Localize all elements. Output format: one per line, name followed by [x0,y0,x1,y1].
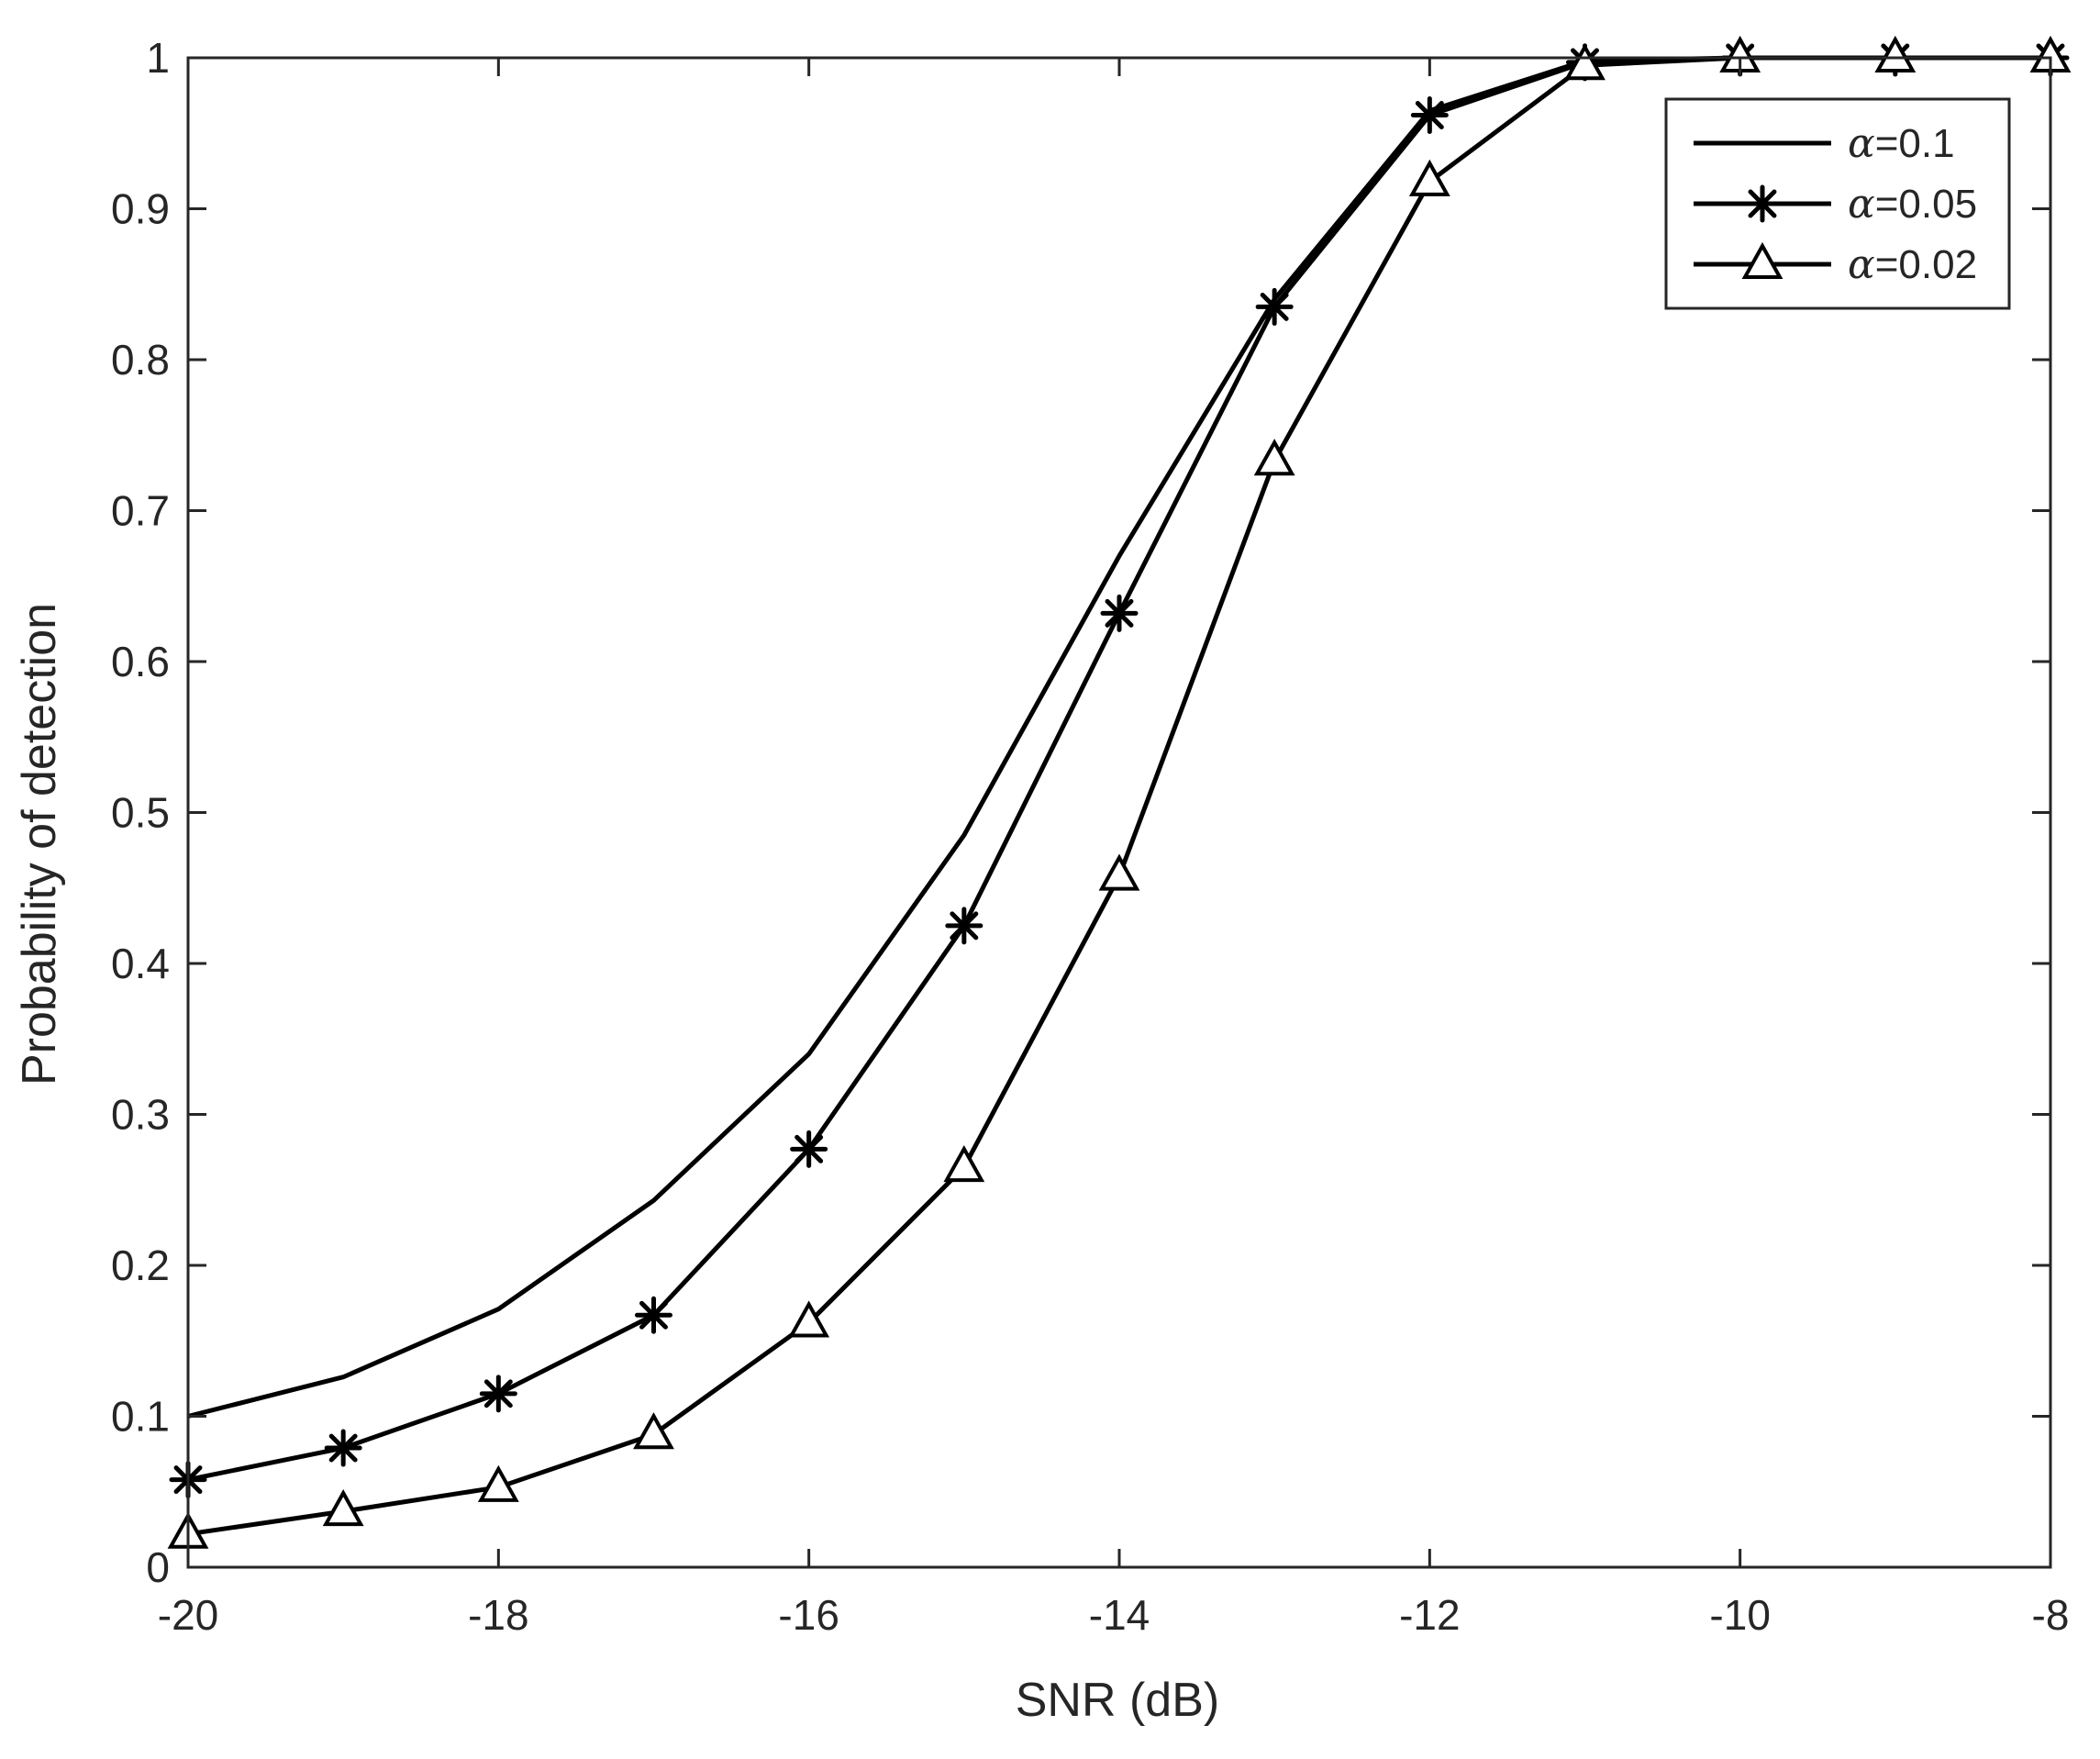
y-tick-label: 0.4 [111,940,170,987]
data-point-asterisk [324,1429,362,1467]
legend-marker-asterisk [1743,184,1782,223]
y-tick-label: 0.7 [111,487,170,535]
y-tick-label: 0.5 [111,789,170,837]
legend-item-1: α=0.05 [1694,181,1977,228]
asterisk-stroke [950,911,979,941]
data-point-triangle [633,1412,674,1450]
y-axis-label: Probability of detection [13,603,66,1085]
data-point-asterisk [635,1296,672,1334]
x-tick-label: -14 [1089,1591,1150,1639]
data-point-asterisk [790,1130,828,1168]
asterisk-stroke [328,1433,358,1463]
legend-item-0: α=0.1 [1694,120,1955,167]
y-tick-label: 0.1 [111,1393,170,1441]
legend: α=0.1α=0.05α=0.02 [1664,97,2011,310]
asterisk-stroke [794,1134,824,1163]
legend-value: =0.02 [1875,242,1977,287]
legend-value: =0.05 [1875,182,1977,227]
x-tick-label: -10 [1709,1591,1770,1639]
data-point-triangle [322,1489,364,1527]
data-point-triangle [477,1464,519,1502]
y-tick-label: 0.6 [111,638,170,685]
asterisk-stroke [639,1300,668,1330]
data-point-asterisk [479,1375,517,1413]
legend-label: α=0.1 [1848,120,1955,167]
legend-label: α=0.05 [1848,181,1977,228]
legend-marker-triangle [1741,241,1783,279]
data-point-triangle [1408,159,1450,196]
x-axis-label: SNR (dB) [1016,1674,1219,1727]
data-point-asterisk [1410,96,1449,135]
x-tick-label: -18 [468,1591,528,1639]
y-tick-label: 0.3 [111,1091,170,1139]
y-tick-label: 1 [146,34,170,82]
legend-label: α=0.02 [1848,241,1977,288]
asterisk-stroke [483,1379,513,1408]
data-point-triangle [1253,439,1295,476]
data-point-triangle [1874,35,1917,72]
y-tick-label: 0.9 [111,185,170,233]
data-point-asterisk [945,907,983,945]
y-tick-label: 0.2 [111,1241,170,1289]
x-tick-label: -16 [778,1591,839,1639]
legend-symbol: α [1848,241,1875,288]
x-tick-label: -20 [158,1591,218,1639]
data-point-asterisk [1100,594,1139,632]
asterisk-stroke [1105,598,1134,628]
axes-layer: -20 -18 -16 -14 -12 -10 -8 0 0.1 0.2 0.3 0.4 0.5 0.6 0… [111,34,2069,1639]
y-tick-label: 0.8 [111,336,170,384]
x-tick-label: -12 [1399,1591,1460,1639]
asterisk-stroke [1415,101,1444,129]
legend-item-2: α=0.02 [1694,241,1977,288]
y-tick-label: 0 [146,1543,170,1591]
data-point-triangle [788,1300,830,1338]
data-point-asterisk [1255,287,1294,326]
asterisk-stroke [1260,292,1289,321]
x-tick-label: -8 [2032,1591,2070,1639]
data-point-triangle [943,1144,985,1183]
data-point-triangle [1564,43,1606,81]
data-point-triangle [1098,853,1140,891]
legend-symbol: α [1848,120,1875,167]
asterisk-stroke [1748,189,1777,218]
series-layer [167,35,2072,1549]
legend-symbol: α [1848,181,1875,228]
legend-value: =0.1 [1875,121,1955,166]
